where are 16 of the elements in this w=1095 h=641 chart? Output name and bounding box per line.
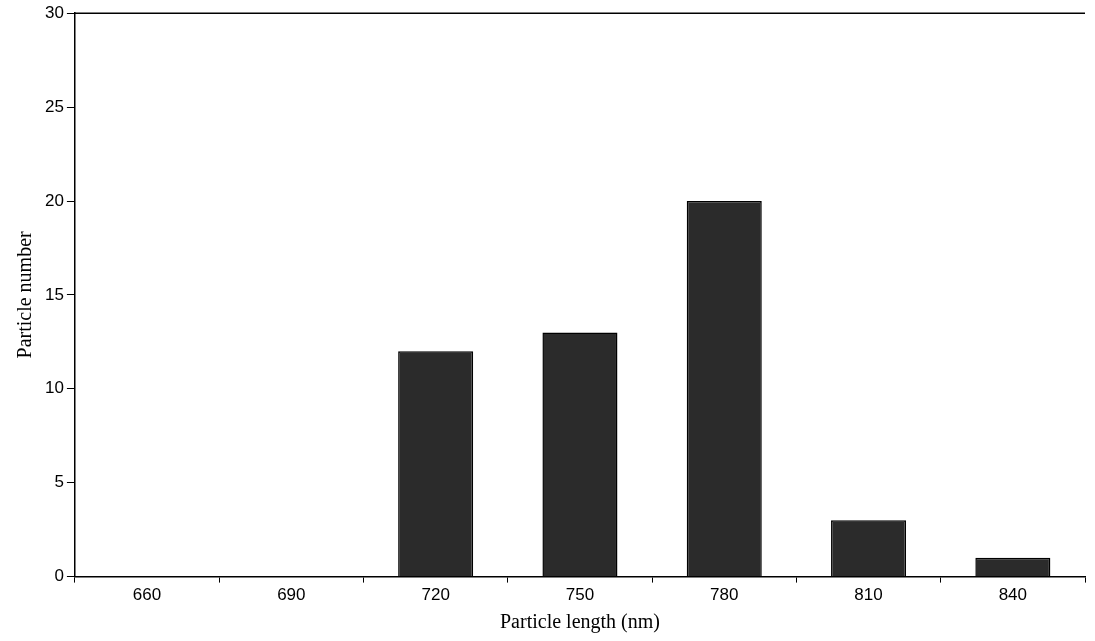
x-tick-label: 690 [277,585,306,605]
y-axis-title: Particle number [13,230,36,359]
y-tick-label: 20 [44,190,64,210]
y-tick-label: 30 [44,2,64,22]
y-tick-label: 15 [44,284,64,304]
x-tick-label: 750 [565,585,595,605]
x-tick-label: 810 [854,585,883,605]
y-tick-label: 25 [44,96,64,116]
x-tick-label: 840 [998,585,1028,605]
y-tick-label: 10 [44,378,64,398]
x-tick-label: 780 [710,585,739,605]
y-tick-label: 5 [54,472,64,492]
x-tick-label: 660 [132,585,162,605]
y-tick-label: 0 [54,566,64,586]
x-axis-title: Particle length (nm) [499,610,660,634]
x-tick-label: 720 [421,585,450,605]
